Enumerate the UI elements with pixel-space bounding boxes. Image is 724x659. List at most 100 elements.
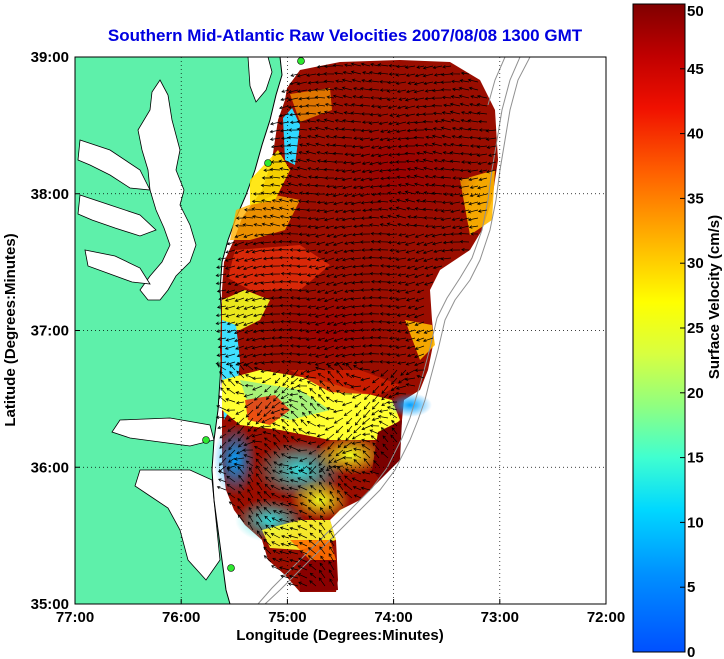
velocity-arrow [334,297,344,302]
velocity-arrow [243,321,254,327]
velocity-arrow [405,249,416,254]
velocity-arrow [413,174,425,179]
velocity-arrow [216,265,227,269]
velocity-arrow [315,142,326,147]
velocity-arrow [350,103,362,107]
velocity-arrow [351,144,362,149]
velocity-arrow [324,265,335,270]
velocity-arrow [243,305,254,310]
velocity-arrow [405,383,416,387]
velocity-arrow [387,256,398,261]
velocity-arrow [458,86,470,91]
velocity-arrow [404,233,416,238]
velocity-arrow [350,119,362,124]
velocity-arrow [345,433,353,442]
velocity-arrow [416,374,425,379]
velocity-arrow [370,96,380,100]
velocity-arrow [405,369,416,376]
velocity-arrow [351,393,362,399]
velocity-arrow [299,191,308,195]
velocity-arrow [396,241,407,245]
velocity-arrow [377,71,389,76]
velocity-arrow [329,546,335,555]
velocity-arrow [415,199,425,203]
y-tick-label: 39:00 [31,49,69,66]
velocity-arrow [469,102,479,107]
velocity-arrow [308,563,317,571]
velocity-arrow [297,89,308,93]
velocity-arrow [217,425,227,430]
velocity-arrow [225,408,236,413]
velocity-arrow [236,449,245,455]
velocity-arrow [297,565,308,571]
velocity-arrow [289,470,299,475]
colorbar-tick-label: 5 [687,579,695,596]
velocity-arrow [298,97,308,101]
velocity-arrow [387,145,398,150]
velocity-arrow [296,73,308,78]
velocity-arrow [308,449,317,455]
velocity-arrow [287,231,299,236]
velocity-arrow [309,580,317,587]
velocity-arrow [350,337,362,341]
velocity-arrow [416,289,425,294]
velocity-arrow [245,249,254,254]
velocity-arrow [486,169,497,174]
velocity-arrow [236,265,245,270]
velocity-arrow [452,176,461,180]
velocity-arrow [271,517,281,523]
velocity-arrow [360,288,371,292]
velocity-arrow [451,87,461,92]
velocity-arrow [413,166,425,171]
velocity-arrow [397,105,407,110]
velocity-arrow [308,515,317,523]
velocity-arrow [323,110,335,115]
velocity-arrow [335,449,344,457]
velocity-arrow [459,168,470,173]
y-tick-label: 36:00 [31,459,69,476]
velocity-arrow [431,233,443,238]
velocity-arrow [253,445,263,451]
velocity-arrow [343,111,353,115]
velocity-arrow [344,462,353,467]
colorbar [632,3,686,653]
velocity-arrow [271,416,280,420]
velocity-arrow [305,199,317,204]
velocity-arrow [377,63,389,67]
velocity-arrow [440,175,452,180]
velocity-arrow [305,150,317,155]
velocity-arrow [359,272,371,276]
velocity-arrow [264,483,272,491]
velocity-arrow [424,233,434,238]
velocity-arrow [378,256,389,260]
velocity-arrow [395,206,407,211]
velocity-arrow [242,361,254,367]
velocity-arrow [450,142,461,147]
velocity-arrow [360,177,371,182]
velocity-arrow [387,168,398,173]
velocity-arrow [298,557,308,563]
velocity-arrow [316,403,326,411]
velocity-arrow [302,411,308,419]
velocity-arrow [324,176,335,180]
velocity-arrow [297,448,308,453]
velocity-arrow [217,345,227,349]
velocity-arrow [263,168,272,173]
velocity-arrow [261,417,272,423]
velocity-arrow [369,470,380,475]
velocity-arrow [404,198,416,203]
velocity-arrow [307,441,317,445]
velocity-arrow [422,207,434,212]
velocity-arrow [254,321,263,325]
velocity-arrow [308,265,317,269]
velocity-arrow [344,475,353,483]
velocity-arrow [459,79,470,83]
velocity-arrow [297,389,308,395]
velocity-arrow [332,409,344,414]
velocity-arrow [309,387,317,395]
velocity-arrow [431,96,443,100]
velocity-arrow [369,359,380,364]
velocity-arrow [260,425,272,429]
velocity-arrow [343,441,353,449]
velocity-arrow [404,321,416,326]
